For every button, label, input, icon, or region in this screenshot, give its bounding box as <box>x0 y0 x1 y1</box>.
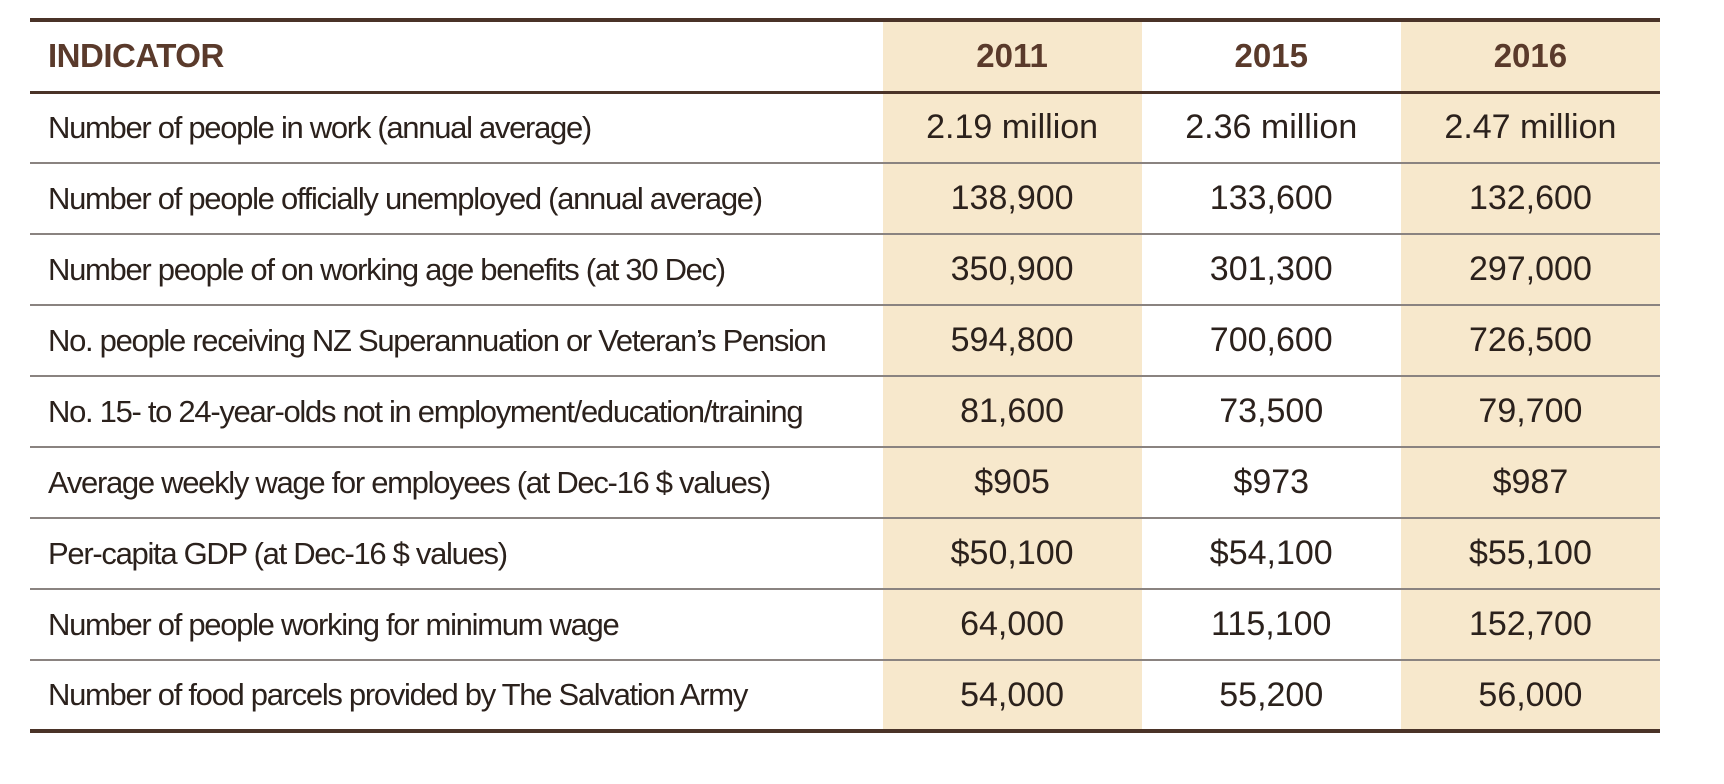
value-2016-cell: 79,700 <box>1400 376 1660 448</box>
value-2016-cell: 132,600 <box>1400 163 1660 235</box>
value-2016-cell: 56,000 <box>1400 660 1660 733</box>
value-2011-cell: $50,100 <box>882 518 1142 590</box>
indicator-cell: Number of people working for minimum wag… <box>30 589 883 661</box>
indicator-cell: Number people of on working age benefits… <box>30 234 883 306</box>
value-2011-cell: 350,900 <box>882 234 1142 306</box>
indicator-table: INDICATOR 2011 2015 2016 Number of peopl… <box>30 18 1660 733</box>
value-2015-cell: 133,600 <box>1141 163 1401 235</box>
value-2015-cell: 115,100 <box>1141 589 1401 661</box>
value-2011-cell: 138,900 <box>882 163 1142 235</box>
table-header-row: INDICATOR 2011 2015 2016 <box>30 18 1660 94</box>
value-2016-cell: $987 <box>1400 447 1660 519</box>
indicator-cell: Average weekly wage for employees (at De… <box>30 447 883 519</box>
value-2015-cell: $973 <box>1141 447 1401 519</box>
table-row: No. people receiving NZ Superannuation o… <box>30 305 1660 377</box>
indicator-cell: No. people receiving NZ Superannuation o… <box>30 305 883 377</box>
header-2015: 2015 <box>1141 18 1401 94</box>
value-2015-cell: 301,300 <box>1141 234 1401 306</box>
table-row: Number of people working for minimum wag… <box>30 589 1660 661</box>
indicator-cell: Number of people officially unemployed (… <box>30 163 883 235</box>
indicator-cell: Per-capita GDP (at Dec-16 $ values) <box>30 518 883 590</box>
value-2015-cell: 2.36 million <box>1141 92 1401 164</box>
table-row: Number people of on working age benefits… <box>30 234 1660 306</box>
value-2011-cell: 81,600 <box>882 376 1142 448</box>
value-2016-cell: $55,100 <box>1400 518 1660 590</box>
indicator-cell: Number of food parcels provided by The S… <box>30 660 883 733</box>
table-row: Per-capita GDP (at Dec-16 $ values) $50,… <box>30 518 1660 590</box>
value-2011-cell: 594,800 <box>882 305 1142 377</box>
table-row: Number of food parcels provided by The S… <box>30 660 1660 733</box>
value-2011-cell: $905 <box>882 447 1142 519</box>
table-row: No. 15- to 24-year-olds not in employmen… <box>30 376 1660 448</box>
value-2015-cell: 700,600 <box>1141 305 1401 377</box>
value-2015-cell: 73,500 <box>1141 376 1401 448</box>
value-2016-cell: 297,000 <box>1400 234 1660 306</box>
value-2011-cell: 64,000 <box>882 589 1142 661</box>
header-2011: 2011 <box>882 18 1142 94</box>
table-row: Number of people in work (annual average… <box>30 92 1660 164</box>
table-row: Average weekly wage for employees (at De… <box>30 447 1660 519</box>
value-2015-cell: $54,100 <box>1141 518 1401 590</box>
value-2016-cell: 152,700 <box>1400 589 1660 661</box>
header-2016: 2016 <box>1400 18 1660 94</box>
indicator-cell: Number of people in work (annual average… <box>30 92 883 164</box>
value-2016-cell: 2.47 million <box>1400 92 1660 164</box>
value-2016-cell: 726,500 <box>1400 305 1660 377</box>
table-row: Number of people officially unemployed (… <box>30 163 1660 235</box>
value-2015-cell: 55,200 <box>1141 660 1401 733</box>
header-indicator: INDICATOR <box>30 18 883 94</box>
value-2011-cell: 2.19 million <box>882 92 1142 164</box>
indicator-cell: No. 15- to 24-year-olds not in employmen… <box>30 376 883 448</box>
value-2011-cell: 54,000 <box>882 660 1142 733</box>
